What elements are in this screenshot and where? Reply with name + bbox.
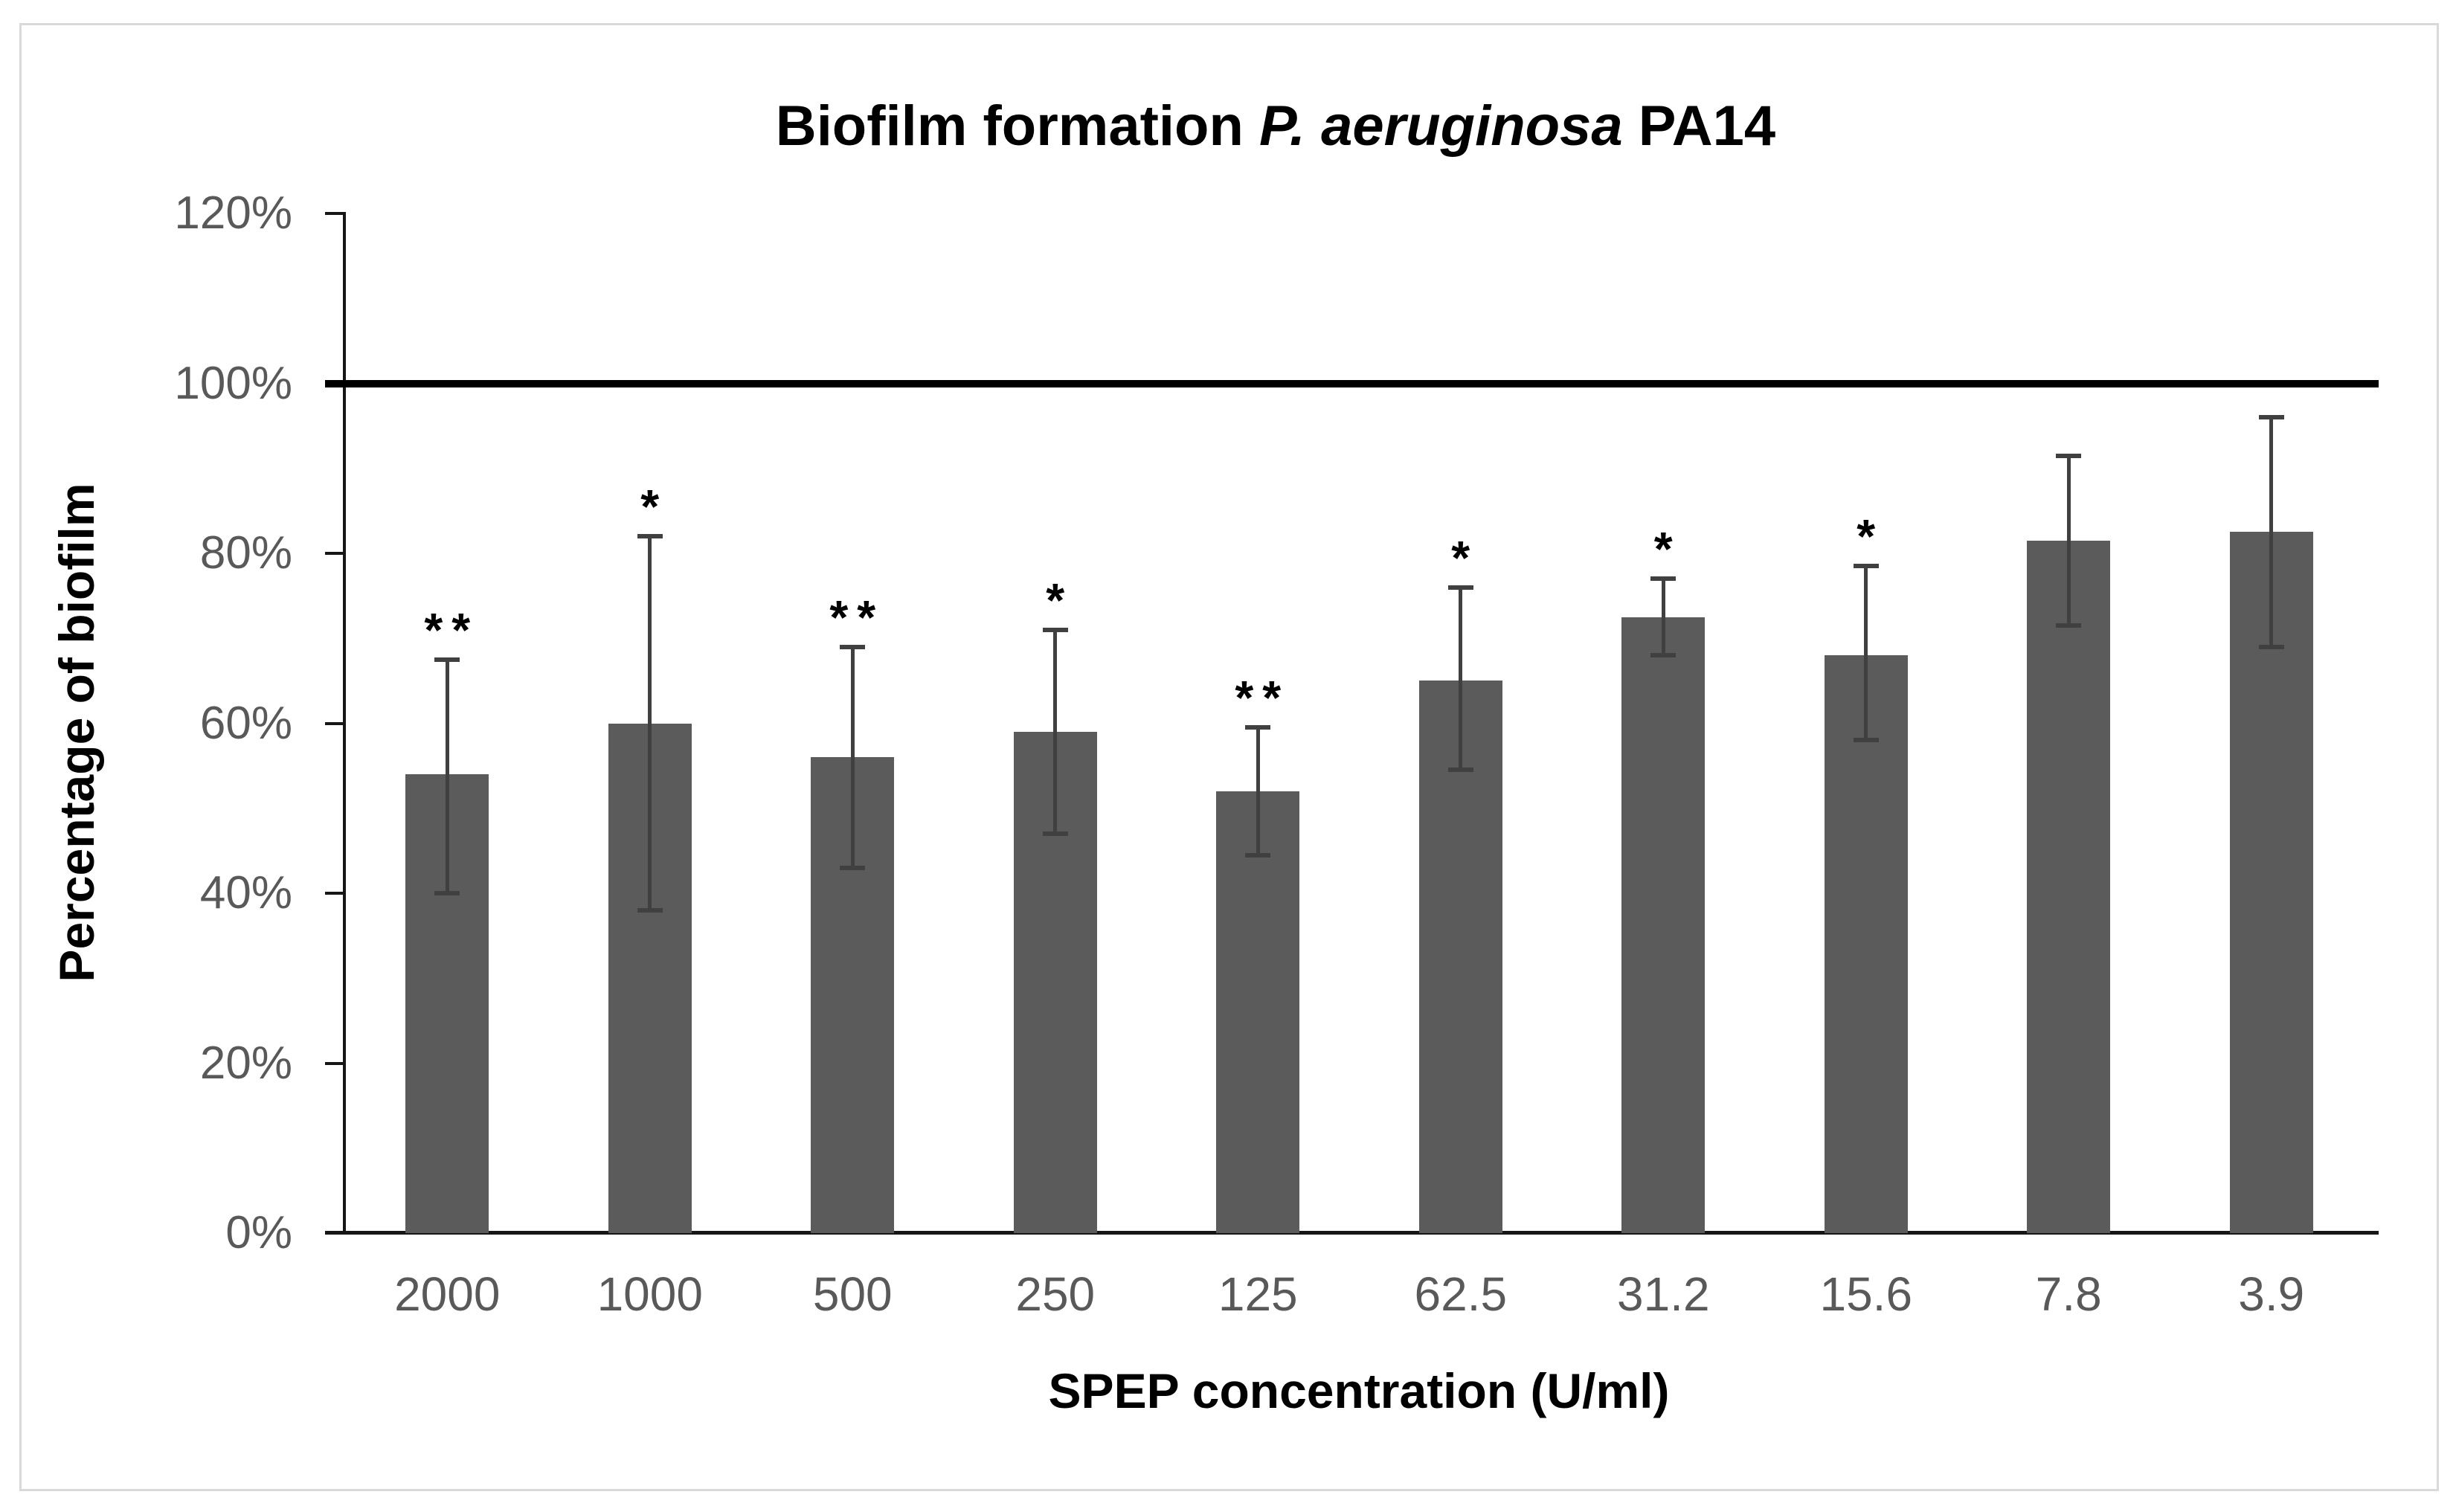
- significance-marker: *: [1857, 509, 1885, 563]
- y-tick-label: 20%: [199, 1037, 292, 1089]
- x-tick-label: 250: [1015, 1267, 1096, 1321]
- chart-title-species-italic: P. aeruginosa: [1259, 94, 1623, 158]
- y-axis-tick: [325, 552, 346, 556]
- y-tick-label: 80%: [199, 527, 292, 579]
- error-bar-cap: [434, 891, 460, 896]
- error-bar-cap: [1650, 576, 1677, 582]
- x-tick-label: 15.6: [1819, 1267, 1913, 1321]
- bar: [1418, 681, 1502, 1233]
- error-bar-cap: [1447, 768, 1473, 773]
- error-bar-line: [2066, 455, 2071, 626]
- significance-marker: **: [829, 590, 885, 644]
- y-axis-title: Percentage of biofilm: [49, 483, 104, 982]
- error-bar-line: [850, 646, 855, 868]
- error-bar-line: [648, 536, 652, 910]
- error-bar-line: [1864, 566, 1868, 741]
- significance-marker: **: [424, 602, 480, 657]
- error-bar-cap: [1245, 725, 1271, 730]
- y-axis-tick: [325, 1232, 346, 1235]
- error-bar-line: [445, 659, 449, 893]
- x-tick-label: 31.2: [1616, 1267, 1710, 1321]
- y-tick-label: 0%: [225, 1207, 292, 1258]
- significance-marker: *: [1653, 522, 1682, 576]
- y-tick-label: 100%: [174, 357, 292, 409]
- x-tick-label: 500: [812, 1267, 893, 1321]
- x-tick-label: 2000: [394, 1267, 501, 1321]
- x-tick-label: 1000: [597, 1267, 703, 1321]
- error-bar-cap: [1245, 852, 1271, 858]
- bar: [1216, 791, 1300, 1233]
- plot-area: 0% 20% 40% 60% 80% 100% 120% ** 2000 * 1000 ** 500 * 2…: [174, 190, 2379, 1318]
- error-bar-line: [1053, 629, 1058, 834]
- y-tick-label: 60%: [199, 697, 292, 749]
- x-axis-line: [325, 1231, 2379, 1235]
- error-bar-cap: [1853, 738, 1879, 743]
- bar: [2027, 540, 2111, 1233]
- chart-title-suffix: PA14: [1622, 94, 1776, 158]
- error-bar-cap: [1042, 831, 1068, 837]
- error-bar-cap: [2056, 623, 2082, 628]
- error-bar-cap: [840, 644, 866, 649]
- error-bar-cap: [434, 657, 460, 662]
- error-bar-line: [1256, 727, 1260, 855]
- error-bar-cap: [1650, 653, 1677, 658]
- y-tick-label: 40%: [199, 867, 292, 919]
- x-tick-label: 7.8: [2035, 1267, 2102, 1321]
- y-axis-tick: [325, 892, 346, 895]
- y-axis-tick: [325, 1061, 346, 1065]
- error-bar-line: [1661, 579, 1665, 656]
- error-bar-cap: [2258, 415, 2284, 420]
- error-bar-line: [2269, 417, 2274, 647]
- x-axis-title: SPEP concentration (U/ml): [1048, 1363, 1670, 1418]
- error-bar-cap: [1447, 585, 1473, 590]
- significance-marker: *: [640, 479, 669, 533]
- significance-marker: *: [1046, 573, 1074, 627]
- error-bar-cap: [1853, 564, 1879, 569]
- significance-marker: *: [1451, 530, 1479, 585]
- error-bar-cap: [2056, 453, 2082, 458]
- significance-marker: **: [1235, 671, 1290, 725]
- y-tick-label: 120%: [174, 187, 292, 239]
- x-tick-label: 3.9: [2238, 1267, 2305, 1321]
- error-bar-cap: [1042, 627, 1068, 632]
- error-bar-cap: [637, 534, 663, 539]
- error-bar-cap: [840, 865, 866, 870]
- reference-line-100pct: [325, 379, 2379, 387]
- error-bar-cap: [637, 907, 663, 913]
- chart-title: Biofilm formation P. aeruginosa PA14: [776, 94, 1775, 158]
- x-tick-label: 125: [1218, 1267, 1298, 1321]
- figure-border-frame: [19, 23, 2439, 1491]
- y-axis-tick: [325, 721, 346, 725]
- error-bar-cap: [2258, 644, 2284, 649]
- x-tick-label: 62.5: [1414, 1267, 1508, 1321]
- error-bar-line: [1459, 587, 1463, 771]
- y-axis-tick: [325, 212, 346, 215]
- bar: [1824, 655, 1908, 1233]
- bar: [1621, 617, 1706, 1233]
- chart-title-prefix: Biofilm formation: [775, 94, 1260, 158]
